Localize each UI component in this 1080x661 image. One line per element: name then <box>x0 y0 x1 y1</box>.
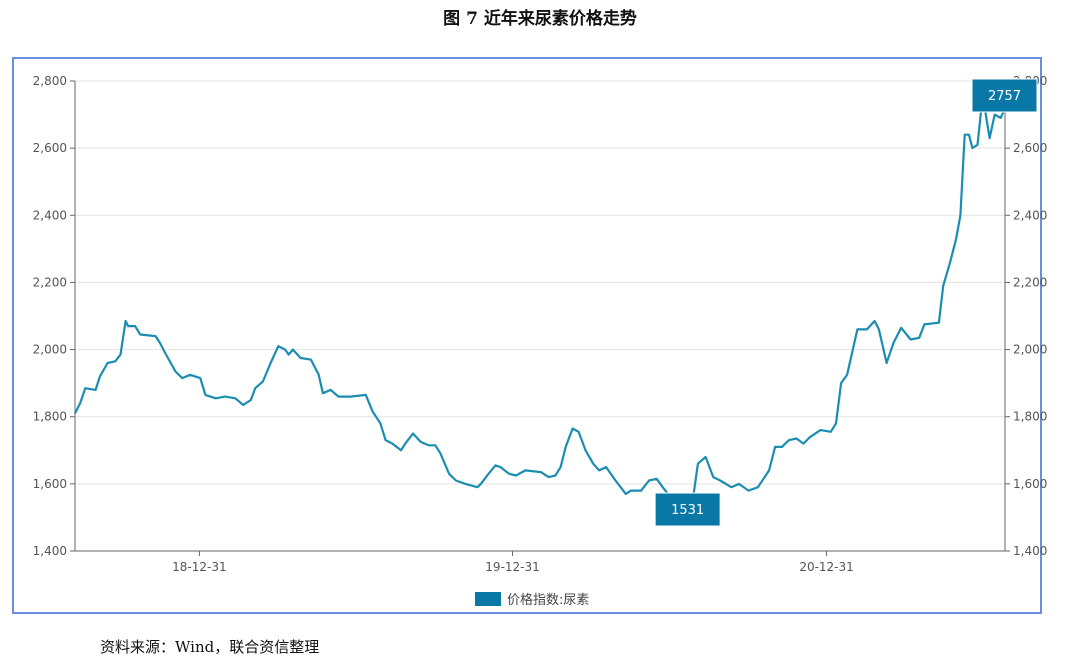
series-layer <box>74 94 1007 509</box>
y-tick-label-right: 2,200 <box>1013 275 1047 289</box>
figure-title: 图 7 近年来尿素价格走势 <box>443 9 637 29</box>
value-label-box-max <box>971 78 1038 113</box>
legend: 价格指数:尿素 <box>475 592 589 608</box>
y-tick-label-left: 1,400 <box>33 544 67 558</box>
y-tick-label-left: 1,800 <box>33 410 67 424</box>
legend-label[interactable]: 价格指数:尿素 <box>507 592 589 608</box>
y-tick-label-left: 1,600 <box>33 477 67 491</box>
y-tick-label-left: 2,400 <box>33 208 67 222</box>
y-tick-label-left: 2,000 <box>33 343 67 357</box>
y-tick-label-right: 2,600 <box>1013 141 1047 155</box>
y-tick-label-right: 1,800 <box>1013 410 1047 424</box>
series-line-urea <box>74 94 1007 509</box>
x-tick-label: 20-12-31 <box>799 560 853 574</box>
value-label-min: 1531 <box>671 503 704 518</box>
y-tick-label-right: 1,600 <box>1013 477 1047 491</box>
value-label-max: 2757 <box>988 89 1021 104</box>
x-tick-label: 18-12-31 <box>172 560 226 574</box>
axes: 1,400 1,400 1,600 1,600 1,800 1,800 2,000 2,000… <box>33 74 1048 574</box>
source-note: 资料来源：Wind，联合资信整理 <box>100 638 320 656</box>
x-tick-label: 19-12-31 <box>485 560 539 574</box>
y-tick-label-right: 2,000 <box>1013 343 1047 357</box>
y-tick-label-left: 2,200 <box>33 275 67 289</box>
gridlines <box>75 80 1005 485</box>
y-tick-label-right: 1,400 <box>1013 544 1047 558</box>
annotations: 1531 2757 <box>654 78 1038 527</box>
value-label-box-min <box>654 492 721 527</box>
chart-frame <box>12 57 1042 614</box>
y-tick-label-left: 2,800 <box>33 74 67 88</box>
y-tick-label-left: 2,600 <box>33 141 67 155</box>
y-tick-label-right: 2,400 <box>1013 208 1047 222</box>
legend-swatch[interactable] <box>475 592 501 606</box>
